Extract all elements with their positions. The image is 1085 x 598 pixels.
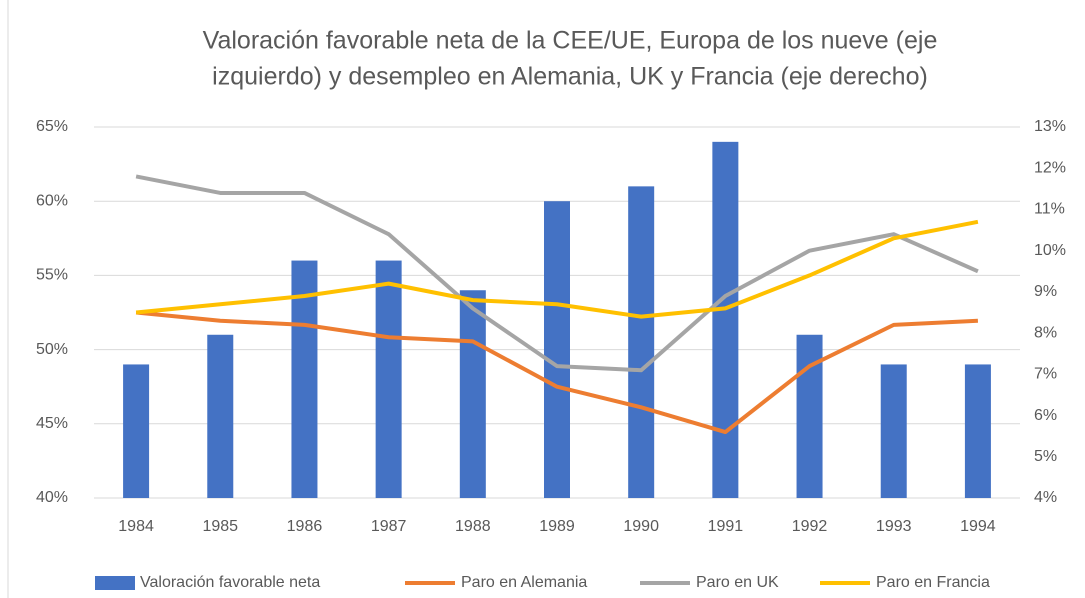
- y-tick-label: 65%: [36, 118, 68, 135]
- bar: [207, 334, 234, 498]
- x-tick-label: 1985: [202, 518, 238, 535]
- y2-tick-label: 10%: [1034, 242, 1066, 259]
- bar: [123, 364, 150, 498]
- line: [135, 310, 979, 435]
- y2-tick-label: 9%: [1034, 283, 1057, 300]
- y2-tick-label: 7%: [1034, 366, 1057, 383]
- chart-title: izquierdo) y desempleo en Alemania, UK y…: [212, 63, 928, 91]
- y2-tick-label: 4%: [1034, 489, 1057, 506]
- y-tick-label: 60%: [36, 192, 68, 209]
- x-tick-label: 1988: [455, 518, 491, 535]
- x-tick-label: 1990: [623, 518, 659, 535]
- bar: [375, 260, 402, 498]
- bar: [712, 141, 739, 498]
- legend-swatch: [95, 576, 135, 590]
- bar: [628, 186, 655, 499]
- y-tick-label: 55%: [36, 267, 68, 284]
- x-tick-label: 1986: [287, 518, 323, 535]
- bar: [544, 201, 570, 498]
- x-tick-label: 1987: [371, 518, 407, 535]
- x-tick-label: 1992: [792, 518, 828, 535]
- chart-title: Valoración favorable neta de la CEE/UE, …: [203, 27, 938, 55]
- legend-label: Paro en UK: [696, 574, 779, 591]
- x-tick-label: 1984: [118, 518, 154, 535]
- legend-label: Paro en Francia: [876, 574, 990, 591]
- y2-tick-label: 13%: [1034, 118, 1066, 135]
- bar: [796, 334, 823, 498]
- bar: [964, 364, 991, 498]
- line: [135, 219, 979, 319]
- legend-label: Paro en Alemania: [461, 574, 587, 591]
- x-tick-label: 1989: [539, 518, 575, 535]
- y2-tick-label: 12%: [1034, 159, 1066, 176]
- legend-label: Valoración favorable neta: [140, 574, 320, 591]
- y2-tick-label: 11%: [1034, 201, 1065, 218]
- x-tick-label: 1994: [960, 518, 996, 535]
- y2-tick-label: 8%: [1034, 324, 1057, 341]
- line: [135, 174, 979, 373]
- bar: [291, 260, 318, 498]
- x-tick-label: 1993: [876, 518, 912, 535]
- y-tick-label: 45%: [36, 415, 68, 432]
- y2-tick-label: 6%: [1034, 407, 1057, 424]
- bar: [880, 364, 907, 498]
- bar: [459, 290, 486, 498]
- x-tick-label: 1991: [708, 518, 744, 535]
- y-tick-label: 40%: [36, 489, 68, 506]
- y2-tick-label: 5%: [1034, 448, 1057, 465]
- y-tick-label: 50%: [36, 341, 68, 358]
